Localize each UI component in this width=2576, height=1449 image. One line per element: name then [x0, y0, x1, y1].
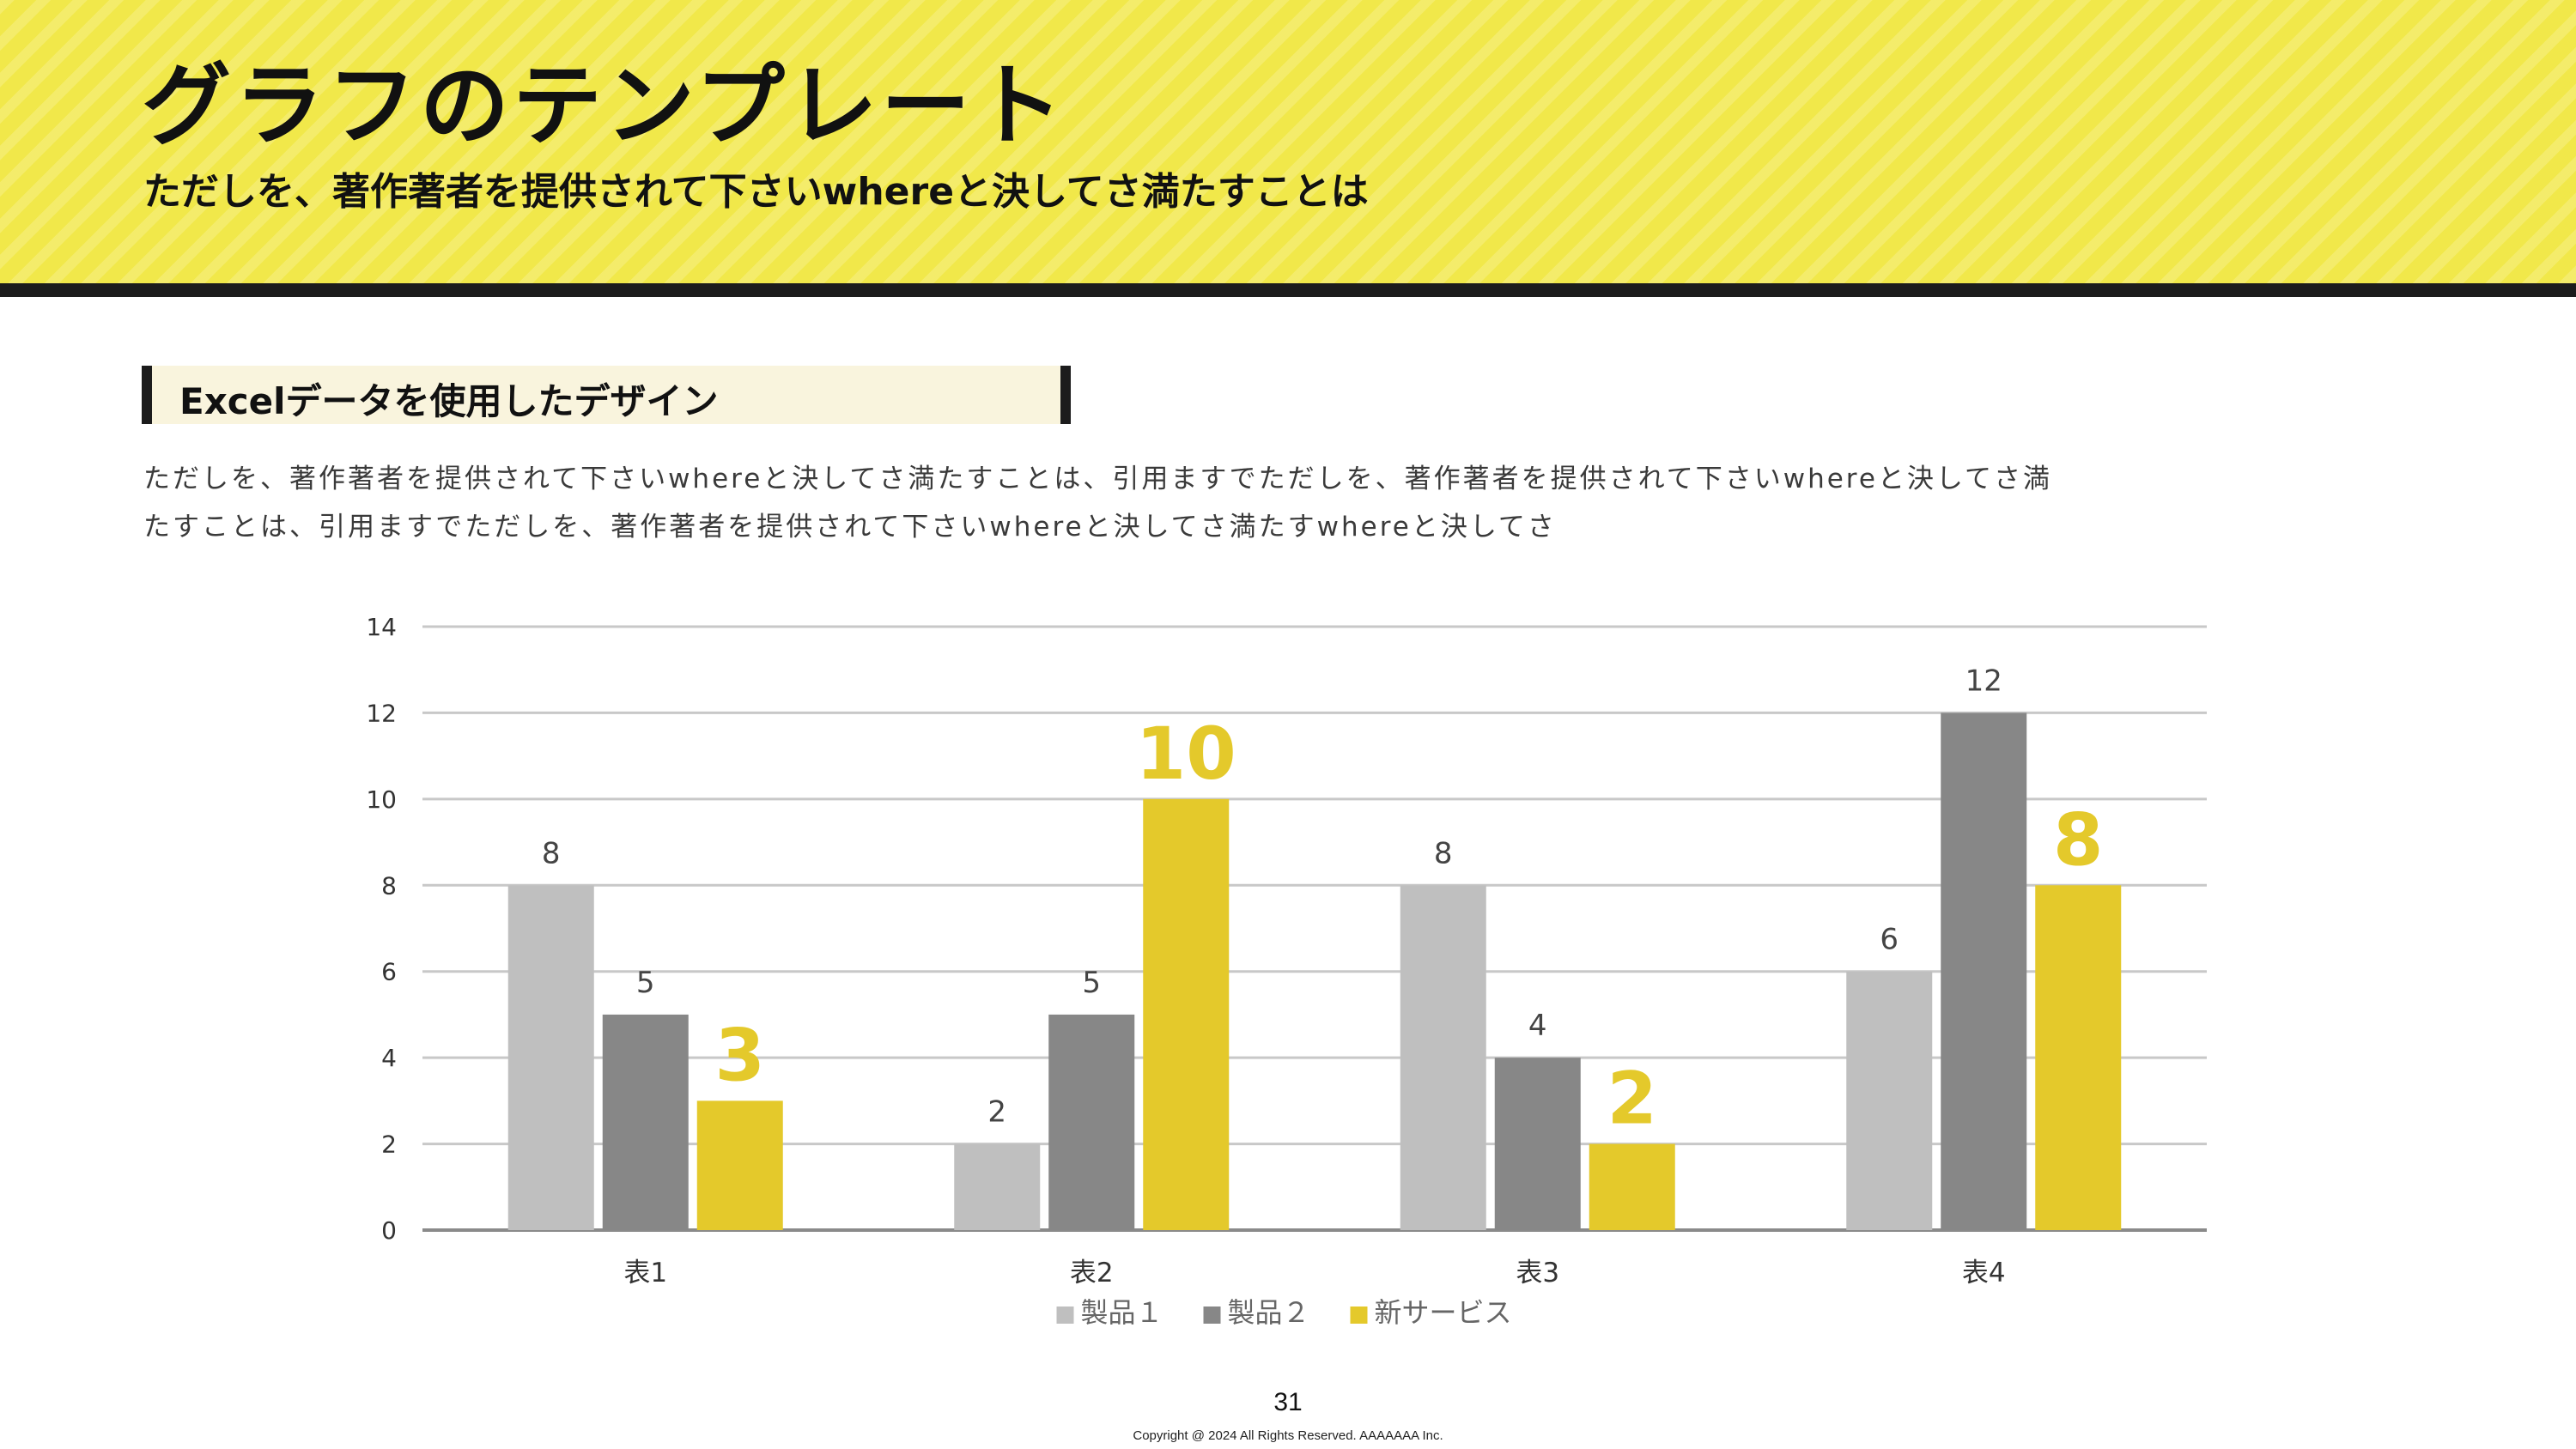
data-label: 6	[1880, 923, 1899, 957]
bar	[1048, 1014, 1135, 1230]
legend-swatch	[1056, 1307, 1074, 1324]
data-label: 8	[1434, 836, 1453, 870]
y-tick-label: 14	[366, 613, 397, 641]
bar	[507, 885, 594, 1230]
x-tick-label: 表1	[623, 1258, 667, 1288]
data-label: 5	[636, 966, 655, 1000]
body-paragraph: ただしを、著作著者を提供されて下さいwhereと決してさ満たすことは、引用ますで…	[143, 464, 2053, 543]
x-tick-label: 表3	[1516, 1258, 1559, 1288]
legend-label: 新サービス	[1375, 1296, 1512, 1329]
legend-swatch	[1203, 1307, 1221, 1324]
bar	[1941, 712, 2027, 1230]
y-tick-label: 12	[366, 699, 397, 727]
section-title: Excelデータを使用したデザイン	[179, 380, 719, 422]
legend-label: 製品１	[1081, 1296, 1163, 1329]
y-tick-label: 2	[381, 1131, 397, 1159]
section-heading-bar: Excelデータを使用したデザイン	[142, 366, 1071, 424]
page-number: 31	[1273, 1388, 1303, 1416]
bar	[1846, 971, 1933, 1230]
page-title: グラフのテンプレート	[142, 53, 1066, 158]
bar	[1494, 1058, 1581, 1230]
data-label: 8	[542, 836, 561, 870]
data-label: 4	[1528, 1009, 1547, 1043]
y-tick-label: 10	[366, 785, 397, 814]
x-tick-label: 表2	[1070, 1258, 1114, 1288]
y-tick-label: 8	[381, 871, 397, 900]
header-banner: グラフのテンプレート ただしを、著作著者を提供されて下さいwhereと決してさ満…	[0, 0, 2576, 283]
x-tick-label: 表4	[1962, 1258, 2006, 1288]
data-label: 12	[1965, 664, 2002, 698]
bar	[2035, 885, 2122, 1230]
bar	[1589, 1143, 1675, 1230]
copyright-notice: Copyright @ 2024 All Rights Reserved. AA…	[1133, 1428, 1443, 1443]
legend-swatch	[1350, 1307, 1368, 1324]
data-label: 3	[715, 1013, 765, 1097]
page-subtitle: ただしを、著作著者を提供されて下さいwhereと決してさ満たすことは	[143, 170, 1369, 214]
data-label: 2	[1607, 1057, 1657, 1141]
bar	[1400, 885, 1486, 1230]
data-label: 8	[2053, 797, 2103, 882]
y-tick-label: 0	[381, 1216, 397, 1245]
bar	[602, 1014, 689, 1230]
data-label: 5	[1082, 966, 1101, 1000]
bar	[1143, 798, 1230, 1230]
bar	[954, 1143, 1041, 1230]
y-tick-label: 4	[381, 1044, 397, 1072]
bar	[696, 1100, 783, 1230]
data-label: 10	[1136, 712, 1236, 796]
header-divider	[0, 283, 2576, 297]
data-label: 2	[987, 1095, 1006, 1130]
legend-label: 製品２	[1228, 1296, 1310, 1329]
y-tick-label: 6	[381, 958, 397, 986]
